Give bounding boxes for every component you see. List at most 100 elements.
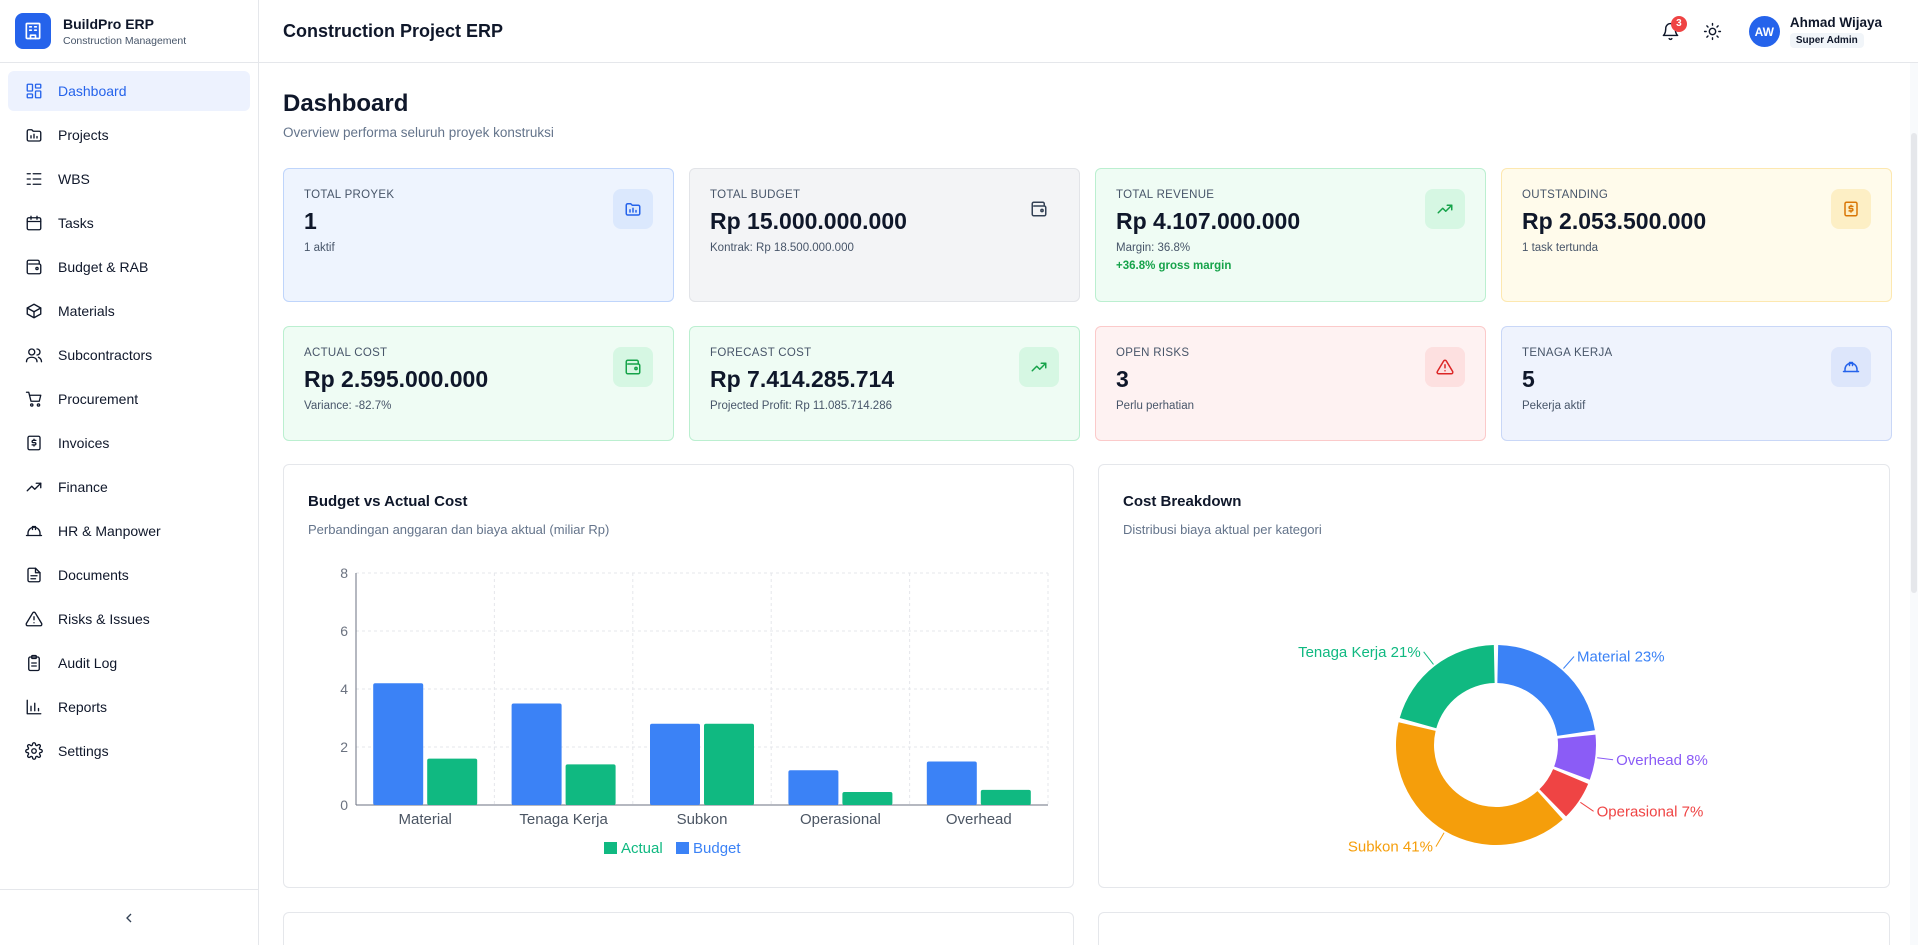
slice-label-name: Overhead [1616,752,1682,769]
project-status-panel [1098,912,1890,945]
card-subtext: 1 task tertunda [1522,242,1599,254]
notifications-button[interactable]: 3 [1653,14,1689,50]
sidebar-item-label: Settings [58,743,109,759]
alert-triangle-icon [1425,347,1465,387]
scrollbar-thumb[interactable] [1911,133,1917,593]
sidebar-item-dashboard[interactable]: Dashboard [8,71,250,111]
sidebar-item-label: Budget & RAB [58,259,149,275]
slice-material[interactable] [1497,645,1595,736]
bar-actual-subkon[interactable] [704,723,754,805]
sidebar-item-documents[interactable]: Documents [8,555,250,595]
sidebar-item-label: Tasks [58,215,94,231]
bar-budget-operasional[interactable] [788,770,839,805]
sidebar-item-tasks[interactable]: Tasks [8,203,250,243]
sidebar-item-risks-issues[interactable]: Risks & Issues [8,599,250,639]
sidebar: BuildPro ERP Construction Management Das… [0,0,259,945]
trending-up-icon [24,477,44,497]
slice-subkon[interactable] [1396,722,1563,845]
card-label: TENAGA KERJA [1522,347,1613,359]
cost-breakdown-subtitle: Distribusi biaya aktual per kategori [1123,522,1322,537]
sidebar-item-label: Finance [58,479,108,495]
card-label: TOTAL REVENUE [1116,189,1215,201]
budget-vs-actual-panel: Budget vs Actual Cost Perbandingan angga… [283,464,1074,888]
bar-actual-overhead[interactable] [980,789,1031,805]
bar-actual-operasional[interactable] [842,791,893,805]
avatar: AW [1748,16,1780,47]
hardhat-icon [1831,347,1871,387]
receipt-icon [1831,189,1871,229]
cost-breakdown-title: Cost Breakdown [1123,493,1242,510]
sidebar-item-wbs[interactable]: WBS [8,159,250,199]
y-tick-label: 0 [340,797,348,813]
card-label: TOTAL BUDGET [710,189,801,201]
user-menu[interactable]: AW Ahmad Wijaya Super Admin [1748,15,1882,48]
wallet-icon [24,257,44,277]
sidebar-item-budget-rab[interactable]: Budget & RAB [8,247,250,287]
card-value: Rp 2.053.500.000 [1522,208,1707,234]
sidebar-item-label: Dashboard [58,83,127,99]
card-value: Rp 2.595.000.000 [304,366,489,392]
sidebar-item-finance[interactable]: Finance [8,467,250,507]
theme-toggle-button[interactable] [1695,14,1731,50]
bar-budget-subkon[interactable] [650,723,700,805]
trending-up-icon [1425,189,1465,229]
sidebar-item-label: Reports [58,699,108,715]
legend-swatch-actual [604,842,617,854]
sidebar-item-hr-manpower[interactable]: HR & Manpower [8,511,250,551]
budget-vs-actual-title: Budget vs Actual Cost [308,493,468,510]
sidebar-item-audit-log[interactable]: Audit Log [8,643,250,683]
sidebar-item-procurement[interactable]: Procurement [8,379,250,419]
bar-budget-material[interactable] [373,683,424,805]
sidebar-item-label: Procurement [58,391,139,407]
sidebar-item-label: Invoices [58,435,110,451]
list-tree-icon [24,169,44,189]
slice-operasional[interactable] [1539,769,1589,817]
legend-label-actual[interactable]: Actual [621,840,663,857]
legend-label-budget[interactable]: Budget [693,840,741,857]
alert-triangle-icon [24,609,44,629]
sidebar-item-label: Projects [58,127,109,143]
user-name: Ahmad Wijaya [1789,15,1882,30]
users-icon [24,345,44,365]
kpi-card-outstanding: OUTSTANDING Rp 2.053.500.000 1 task tertun… [1501,168,1892,302]
x-tick-label: Tenaga Kerja [519,811,608,828]
slice-label-value: 23 [1635,648,1652,665]
brand[interactable]: BuildPro ERP Construction Management [0,0,258,63]
slice-label-percent: % [1420,839,1433,856]
collapse-sidebar-button[interactable] [0,889,258,945]
brand-subtitle: Construction Management [63,34,187,47]
dashboard-icon [24,81,44,101]
app-title: Construction Project ERP [283,20,504,41]
sidebar-item-invoices[interactable]: Invoices [8,423,250,463]
sidebar-item-label: Risks & Issues [58,611,150,627]
file-icon [24,565,44,585]
bar-actual-tenaga-kerja[interactable] [565,764,616,805]
main-content: Dashboard Overview performa seluruh proy… [259,63,1918,945]
bar-budget-tenaga-kerja[interactable] [511,703,562,806]
slice-label-percent: % [1651,648,1664,665]
bar-budget-overhead[interactable] [926,761,977,806]
bar-actual-material[interactable] [427,758,478,805]
sidebar-item-settings[interactable]: Settings [8,731,250,771]
notification-badge: 3 [1670,15,1687,32]
x-tick-label: Material [399,811,452,828]
sidebar-item-subcontractors[interactable]: Subcontractors [8,335,250,375]
sidebar-item-label: Materials [58,303,115,319]
page-scrollbar[interactable] [1910,63,1918,945]
card-subtext: Variance: -82.7% [304,400,392,412]
sidebar-item-materials[interactable]: Materials [8,291,250,331]
cart-icon [24,389,44,409]
slice-label-value: 41 [1403,839,1420,856]
cost-breakdown-panel: Cost Breakdown Distribusi biaya aktual p… [1098,464,1890,888]
sidebar-item-projects[interactable]: Projects [8,115,250,155]
slice-label: Operasional 7% [1597,803,1704,820]
x-tick-label: Overhead [946,811,1012,828]
card-subtext: Pekerja aktif [1522,400,1586,412]
sidebar-item-label: Documents [58,567,129,583]
cashflow-panel [283,912,1074,945]
slice-overhead[interactable] [1554,734,1596,780]
y-tick-label: 8 [340,565,348,581]
page-subtitle: Overview performa seluruh proyek konstru… [283,125,554,140]
sidebar-item-reports[interactable]: Reports [8,687,250,727]
slice-tenaga-kerja[interactable] [1399,645,1495,729]
